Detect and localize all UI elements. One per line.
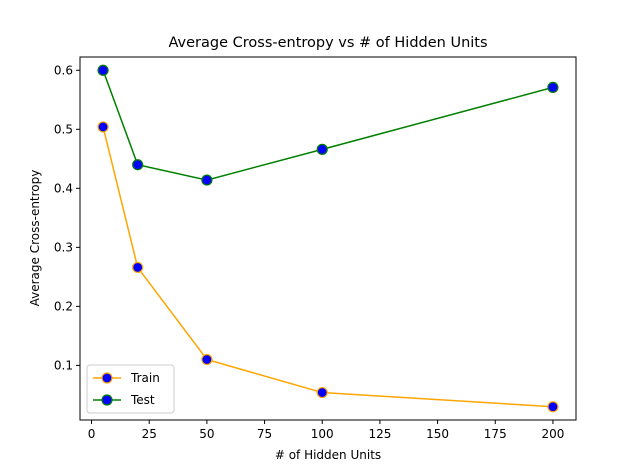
test-data-point — [548, 82, 558, 92]
chart-title: Average Cross-entropy vs # of Hidden Uni… — [168, 35, 487, 51]
train-data-point — [98, 122, 108, 132]
x-tick-label: 25 — [142, 427, 157, 441]
x-axis-label: # of Hidden Units — [275, 448, 381, 462]
test-data-point — [202, 175, 212, 185]
legend-test-marker — [102, 395, 112, 405]
legend-train-label: Train — [130, 371, 160, 385]
x-tick-label: 125 — [368, 427, 391, 441]
x-tick-label: 175 — [484, 427, 507, 441]
x-tick-label: 200 — [541, 427, 564, 441]
test-data-point — [133, 160, 143, 170]
train-data-point — [133, 262, 143, 272]
test-data-point — [317, 144, 327, 154]
y-tick-label: 0.1 — [54, 358, 73, 372]
legend-train-marker — [102, 373, 112, 383]
train-data-point — [202, 355, 212, 365]
y-tick-label: 0.4 — [54, 181, 73, 195]
y-tick-label: 0.6 — [54, 63, 73, 77]
x-tick-label: 0 — [88, 427, 96, 441]
y-axis-label: Average Cross-entropy — [28, 170, 42, 307]
legend-test-label: Test — [130, 393, 155, 407]
train-data-point — [317, 388, 327, 398]
legend: Train Test — [87, 365, 174, 413]
y-tick-label: 0.2 — [54, 299, 73, 313]
x-tick-label: 50 — [199, 427, 214, 441]
x-tick-label: 100 — [311, 427, 334, 441]
x-tick-label: 150 — [426, 427, 449, 441]
x-tick-label: 75 — [257, 427, 272, 441]
train-data-point — [548, 402, 558, 412]
y-tick-label: 0.5 — [54, 122, 73, 136]
y-tick-label: 0.3 — [54, 240, 73, 254]
test-data-point — [98, 65, 108, 75]
